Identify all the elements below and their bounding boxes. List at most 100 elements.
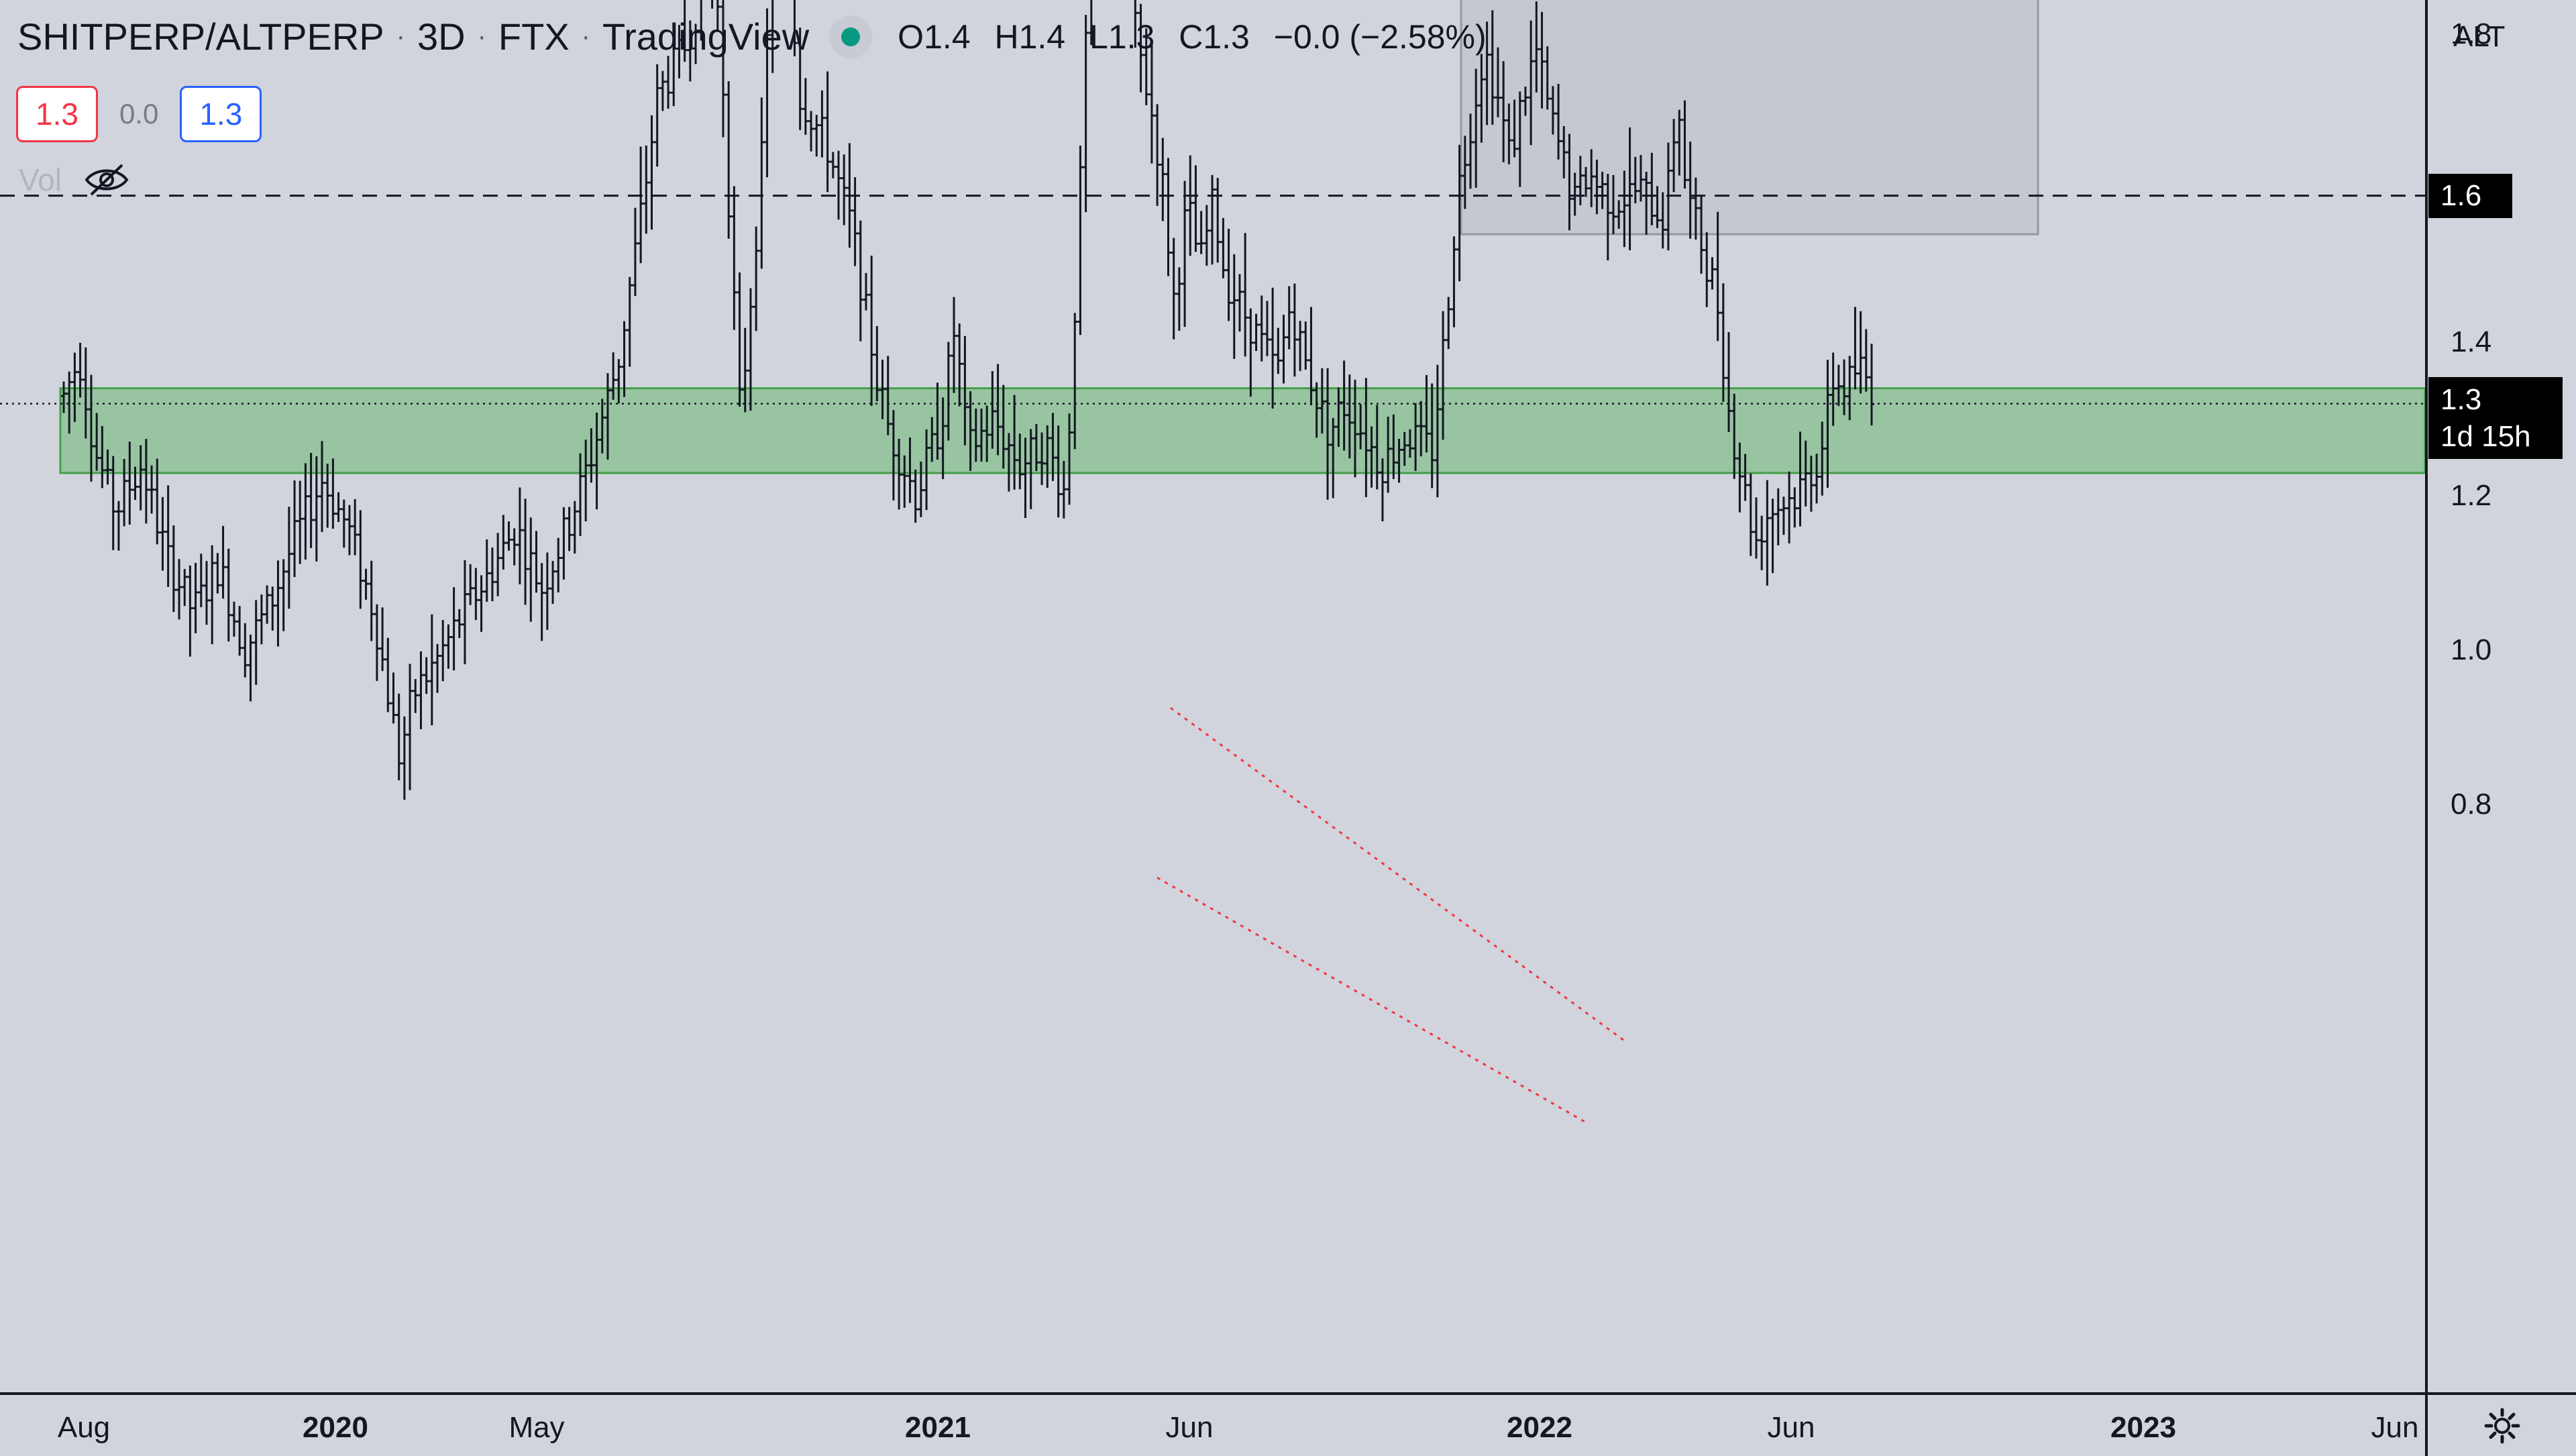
eye-crossed-icon[interactable] bbox=[83, 161, 130, 199]
ohlc-bar bbox=[1379, 458, 1385, 522]
ohlc-bar bbox=[154, 458, 160, 545]
chart-plot-area[interactable] bbox=[0, 0, 2425, 1392]
ohlc-bar bbox=[363, 568, 369, 600]
gear-icon[interactable] bbox=[2483, 1407, 2521, 1445]
ohlc-bar bbox=[682, 0, 688, 62]
ohlc-bar bbox=[1319, 368, 1325, 434]
time-tick-label: Aug bbox=[57, 1411, 111, 1444]
ohlc-bar bbox=[1753, 497, 1759, 559]
ohlc-bar bbox=[1583, 166, 1589, 197]
ohlc-bar bbox=[407, 664, 413, 790]
ohlc-bar bbox=[264, 585, 270, 624]
ohlc-bar bbox=[435, 643, 441, 693]
ohlc-bar bbox=[1544, 46, 1550, 110]
ohlc-bar bbox=[1814, 454, 1820, 504]
ohlc-bar bbox=[539, 563, 545, 641]
ohlc-bar bbox=[533, 531, 539, 593]
ohlc-bar bbox=[1236, 274, 1242, 332]
ohlc-bar bbox=[1017, 433, 1023, 490]
interval-label[interactable]: 3D bbox=[417, 15, 466, 58]
time-axis[interactable] bbox=[0, 1392, 2425, 1456]
ohlc-bar bbox=[1407, 429, 1413, 458]
ohlc-bar bbox=[319, 441, 325, 532]
time-tick-label: Jun bbox=[2371, 1411, 2419, 1444]
ohlc-bar bbox=[544, 552, 550, 630]
ohlc-bar bbox=[555, 537, 561, 592]
ohlc-bar bbox=[1825, 360, 1831, 488]
ohlc-bar bbox=[885, 356, 891, 435]
ohlc-bar bbox=[1451, 236, 1457, 327]
ohlc-bar bbox=[814, 115, 820, 157]
ohlc-bar bbox=[737, 272, 743, 407]
ohlc-bar bbox=[127, 441, 133, 525]
ohlc-bar bbox=[66, 371, 72, 434]
ohlc-bar bbox=[659, 70, 665, 111]
ohlc-bar bbox=[1226, 229, 1232, 321]
ohlc-bar bbox=[1231, 254, 1237, 359]
price-chart[interactable] bbox=[0, 0, 2425, 1392]
ohlc-bar bbox=[1665, 142, 1671, 251]
ohlc-bar bbox=[220, 525, 226, 599]
ohlc-bar bbox=[561, 507, 567, 580]
ohlc-bar bbox=[1699, 196, 1705, 274]
ohlc-bar bbox=[924, 429, 930, 511]
close-value: C1.3 bbox=[1179, 17, 1250, 56]
ohlc-bar bbox=[1616, 200, 1622, 229]
ohlc-bar bbox=[621, 321, 627, 397]
ohlc-bar bbox=[1676, 109, 1682, 176]
ohlc-bar bbox=[1044, 425, 1051, 488]
volume-label: Vol bbox=[19, 162, 62, 197]
ohlc-bar bbox=[1446, 297, 1452, 350]
ohlc-bar bbox=[665, 56, 672, 109]
market-status-icon[interactable] bbox=[829, 15, 873, 58]
ohlc-bar bbox=[1313, 382, 1320, 438]
ohlc-bar bbox=[115, 501, 121, 551]
ohlc-bar bbox=[203, 561, 209, 625]
ohlc-bar bbox=[1308, 307, 1314, 406]
ohlc-bar bbox=[604, 373, 610, 460]
ohlc-bar bbox=[1000, 384, 1006, 469]
time-tick-label: 2022 bbox=[1507, 1411, 1572, 1444]
ohlc-bar bbox=[110, 456, 116, 550]
ohlc-bar bbox=[423, 657, 429, 694]
ohlc-bar bbox=[1220, 217, 1226, 278]
ohlc-bar bbox=[1835, 364, 1841, 407]
ohlc-bar bbox=[1715, 211, 1721, 342]
ohlc-bar bbox=[902, 455, 908, 508]
ohlc-bar bbox=[1176, 267, 1182, 331]
horizontal-line-price-tag[interactable]: 1.6 bbox=[2428, 173, 2512, 218]
ohlc-bar bbox=[1522, 87, 1528, 116]
ohlc-bar bbox=[1187, 155, 1193, 256]
price-tick-label: 1.4 bbox=[2451, 325, 2492, 358]
ohlc-bar bbox=[1780, 497, 1786, 535]
sell-button[interactable]: 1.3 bbox=[16, 86, 98, 142]
price-axis[interactable]: ALT bbox=[2425, 0, 2576, 1392]
ohlc-bar bbox=[193, 562, 199, 633]
ohlc-bar bbox=[957, 323, 963, 407]
current-price-tag: 1.3 1d 15h bbox=[2428, 376, 2563, 459]
ohlc-bar bbox=[1006, 433, 1012, 492]
buy-button[interactable]: 1.3 bbox=[180, 86, 262, 142]
ohlc-bar bbox=[1660, 192, 1666, 249]
ohlc-bar bbox=[198, 554, 204, 608]
ohlc-bar bbox=[182, 568, 188, 607]
ohlc-bar bbox=[1852, 307, 1858, 390]
price-tick-label: 1.2 bbox=[2451, 479, 2492, 513]
ohlc-bar bbox=[973, 408, 979, 462]
ohlc-bar bbox=[1148, 43, 1155, 164]
ohlc-bar bbox=[1413, 403, 1419, 471]
price-tick-label: 0.8 bbox=[2451, 787, 2492, 821]
ohlc-bar bbox=[1572, 172, 1578, 216]
ohlc-bar bbox=[654, 64, 660, 167]
ohlc-bar bbox=[418, 651, 424, 729]
ohlc-bar bbox=[1193, 165, 1199, 252]
ohlc-bar bbox=[511, 528, 517, 566]
ohlc-bar bbox=[1687, 141, 1693, 239]
ohlc-bar bbox=[495, 533, 501, 596]
symbol-name[interactable]: SHITPERP/ALTPERP bbox=[17, 15, 384, 58]
ohlc-bar bbox=[1264, 301, 1270, 356]
ohlc-bar bbox=[627, 276, 633, 367]
ohlc-bar bbox=[1330, 418, 1336, 499]
ohlc-bar bbox=[401, 716, 407, 800]
ohlc-bar bbox=[1742, 454, 1748, 501]
